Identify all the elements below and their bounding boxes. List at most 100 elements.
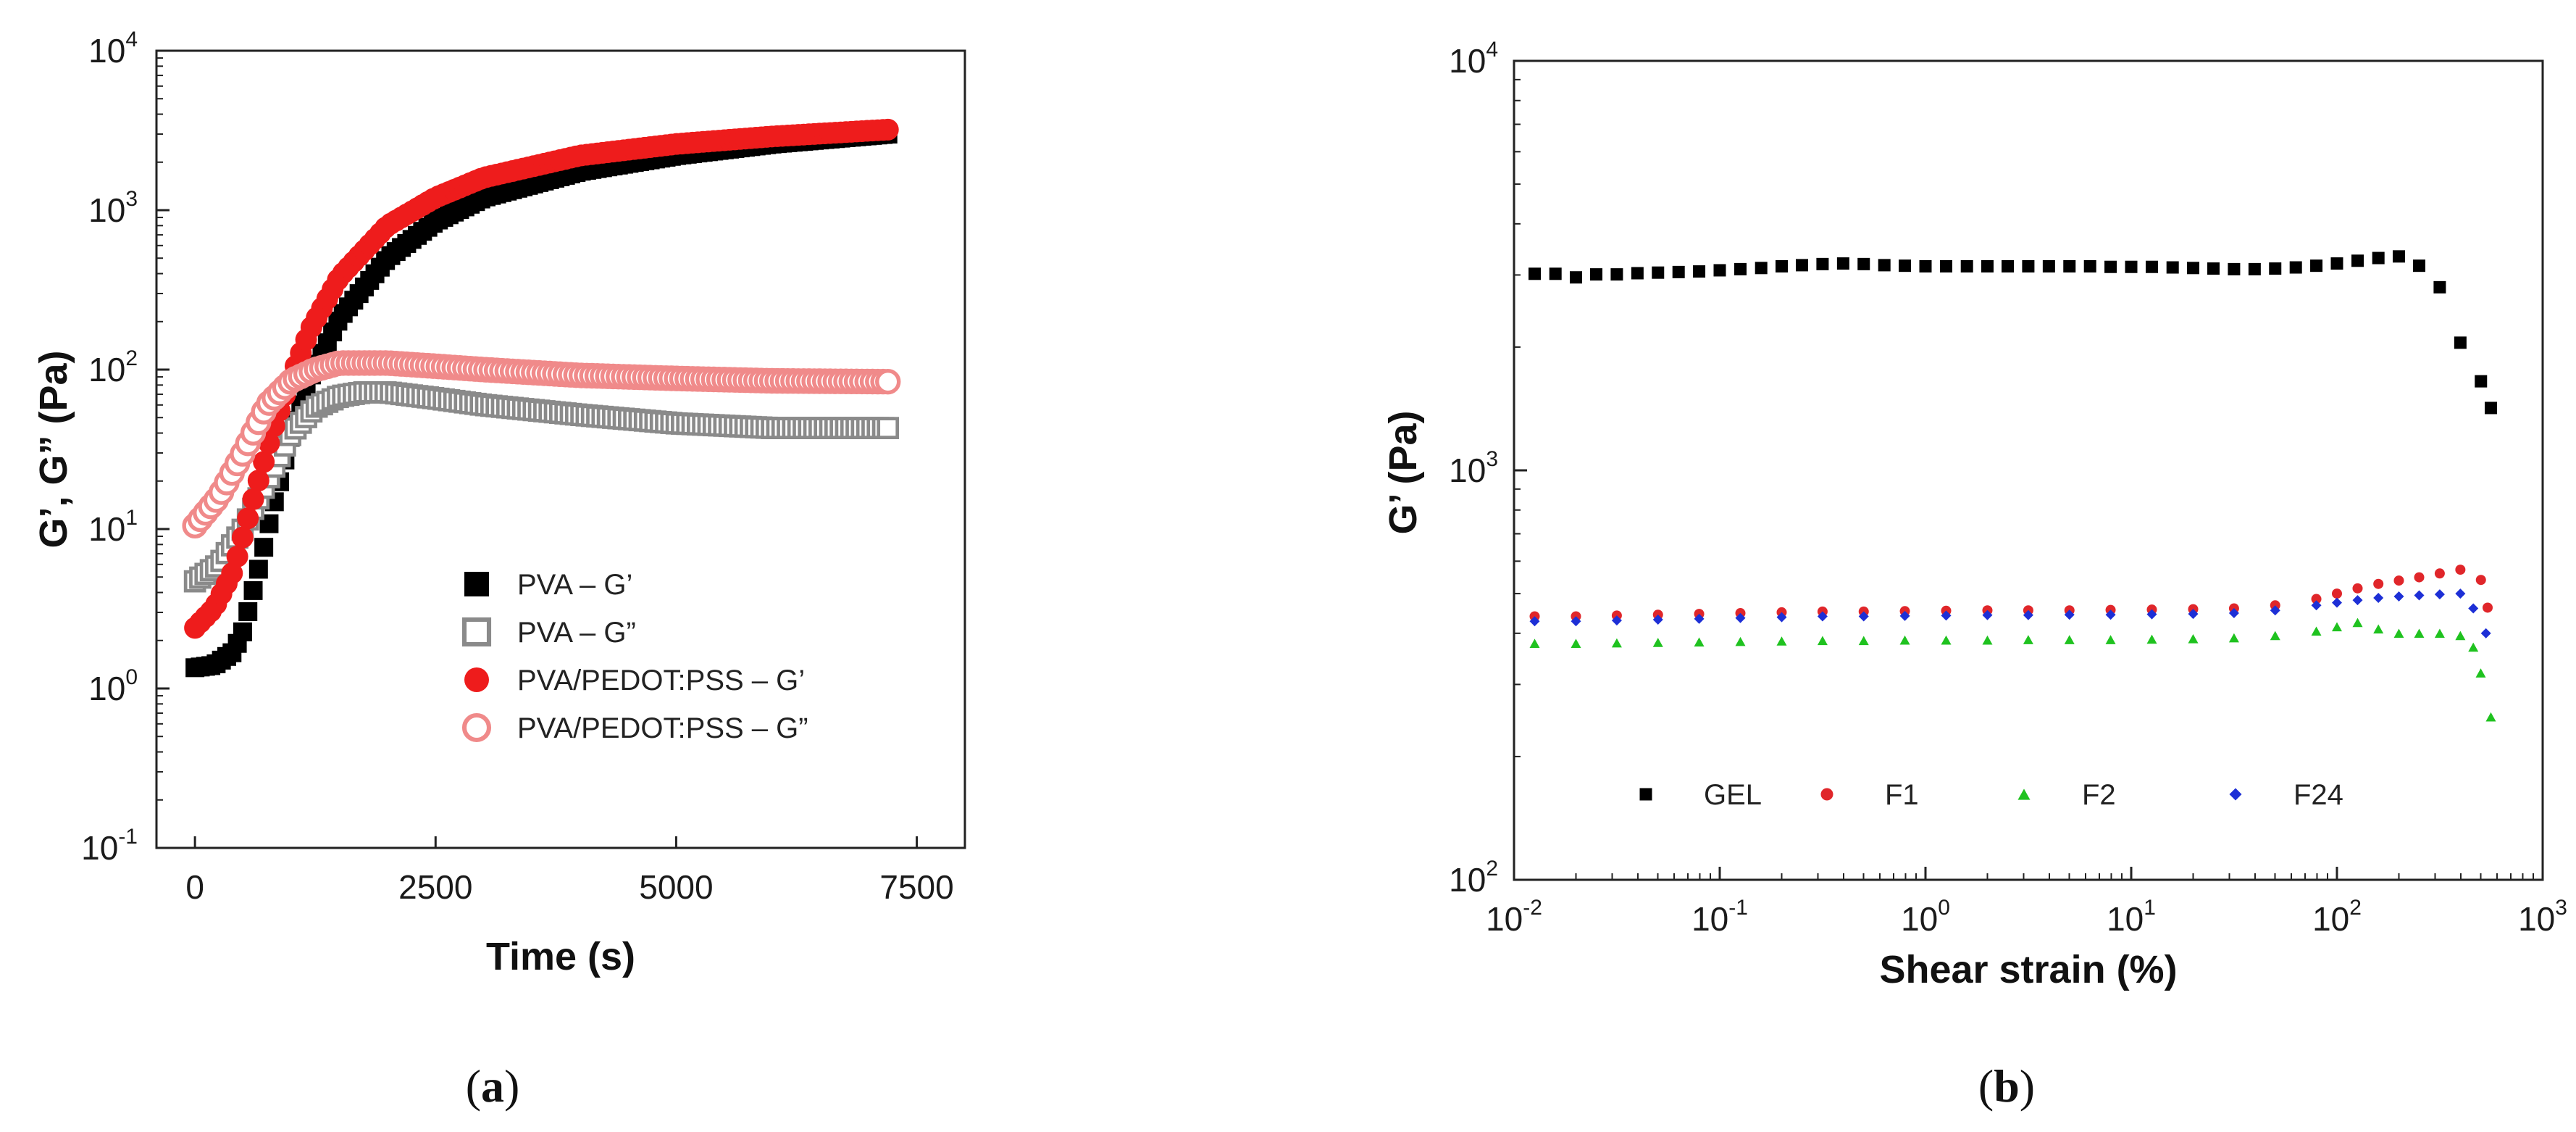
data-point <box>2105 635 2116 644</box>
data-point <box>2023 635 2033 644</box>
data-point <box>1549 267 1562 280</box>
panel-b-series-gel <box>1529 250 2497 415</box>
data-point <box>1941 635 1952 645</box>
panel-a-y-tick-label-exponent: 0 <box>125 665 138 689</box>
data-point <box>2480 628 2491 638</box>
data-point <box>1735 636 1746 646</box>
panel-b-x-tick-label: 100 <box>1901 896 1950 938</box>
data-point <box>1878 259 1891 272</box>
legend-label-pva-g: PVA – G” <box>517 617 636 649</box>
data-point <box>2228 633 2239 643</box>
panel-b-x-tick-label-base: 10 <box>1901 900 1938 938</box>
data-point <box>1694 637 1705 647</box>
panel-b-y-tick-label: 103 <box>1449 447 1498 489</box>
data-point <box>2414 590 2425 601</box>
data-point <box>2105 609 2116 620</box>
data-point <box>1652 614 1663 625</box>
data-point <box>243 580 263 600</box>
data-point <box>1571 638 1581 649</box>
data-point <box>1631 267 1644 280</box>
data-point <box>2393 591 2404 602</box>
data-point <box>2352 595 2363 606</box>
panel-a-series-pva-pedot-pss-g <box>182 350 901 539</box>
data-point <box>1960 259 1973 272</box>
data-point <box>2311 626 2322 636</box>
panel-b-x-tick-label-exponent: 3 <box>2555 896 2567 920</box>
data-point <box>2373 578 2384 589</box>
panel-a-series-pva-g <box>183 381 900 593</box>
data-point <box>2310 259 2323 272</box>
data-point <box>875 368 901 395</box>
data-point <box>242 488 264 510</box>
panel-a-y-tick-label: 10-1 <box>81 825 138 867</box>
data-point <box>1775 259 1788 272</box>
data-point <box>2311 594 2322 604</box>
data-point <box>2332 622 2342 632</box>
data-point <box>2414 628 2425 638</box>
panel-a-x-tick-label: 0 <box>185 868 204 906</box>
panel-b-y-axis-title: G’ (Pa) <box>1381 410 1425 534</box>
data-point <box>2434 628 2445 638</box>
panel-b-x-axis-title: Shear strain (%) <box>1879 948 2177 991</box>
data-point <box>1529 638 1540 649</box>
data-point <box>231 526 254 549</box>
panel-a-y-tick-label: 100 <box>88 665 138 707</box>
panel-a-y-tick-label-base: 10 <box>88 351 125 388</box>
panel-b-y-tick-label-exponent: 4 <box>1486 38 1498 62</box>
panel-b-x-tick-label-base: 10 <box>2107 900 2144 938</box>
panel-b-x-tick-label-exponent: -2 <box>1523 896 1542 920</box>
data-point <box>2393 628 2404 638</box>
panel-b-series-f1 <box>1529 565 2493 622</box>
legend-marker-f1 <box>1820 788 1833 801</box>
data-point <box>1652 638 1663 647</box>
data-point <box>2042 259 2055 272</box>
panel-a-letter: a <box>481 1060 504 1112</box>
data-point <box>1817 636 1828 646</box>
data-point <box>221 562 243 585</box>
data-point <box>2484 401 2497 415</box>
panel-a-y-tick-label-base: 10 <box>81 829 118 867</box>
data-point <box>2270 630 2280 641</box>
panel-a-y-tick-label-base: 10 <box>88 510 125 548</box>
data-point <box>2455 630 2466 641</box>
panel-b-series-f24 <box>1529 588 2491 638</box>
data-point <box>1836 257 1849 270</box>
data-point <box>1569 271 1582 284</box>
data-point <box>2373 624 2384 634</box>
data-point <box>247 470 269 492</box>
data-point <box>2351 254 2364 267</box>
panel-b-letter: b <box>1994 1060 2020 1112</box>
data-point <box>877 417 900 439</box>
panel-b-x-tick-label: 101 <box>2107 896 2156 938</box>
panel-a-x-tick-label: 2500 <box>398 868 472 906</box>
legend-marker-pva-g <box>464 572 489 596</box>
data-point <box>233 622 252 641</box>
panel-b-x-tick-label: 103 <box>2518 896 2567 938</box>
data-point <box>237 507 259 530</box>
data-point <box>2475 375 2488 388</box>
legend-marker-pva-pedot-pss-g <box>464 667 489 692</box>
data-point <box>1919 259 1932 272</box>
panel-b-y-tick-label-base: 10 <box>1449 42 1486 80</box>
legend-marker-f2 <box>2017 788 2031 800</box>
legend-marker-f24 <box>2229 788 2242 801</box>
panel-b-y-tick-label-exponent: 3 <box>1486 447 1498 471</box>
panel-b-y-tick-label-base: 10 <box>1449 451 1486 489</box>
data-point <box>2269 262 2282 275</box>
panel-b-x-tick-label-exponent: 0 <box>1938 896 1950 920</box>
data-point <box>2023 609 2033 620</box>
panel-a-series-pva-pedot-pss-g <box>184 118 899 639</box>
legend-label-pva-pedot-pss-g: PVA/PEDOT:PSS – G” <box>517 712 808 744</box>
data-point <box>2468 603 2479 614</box>
legend-marker-pva-g <box>461 617 492 647</box>
data-point <box>1611 638 1622 648</box>
panel-b-x-tick-label-base: 10 <box>1691 900 1728 938</box>
data-point <box>2454 336 2467 349</box>
legend-label-f24: F24 <box>2293 779 2343 811</box>
data-point <box>2248 262 2261 275</box>
data-point <box>1734 262 1747 275</box>
data-point <box>1529 267 1542 280</box>
data-point <box>2289 261 2302 274</box>
data-point <box>1817 611 1828 622</box>
